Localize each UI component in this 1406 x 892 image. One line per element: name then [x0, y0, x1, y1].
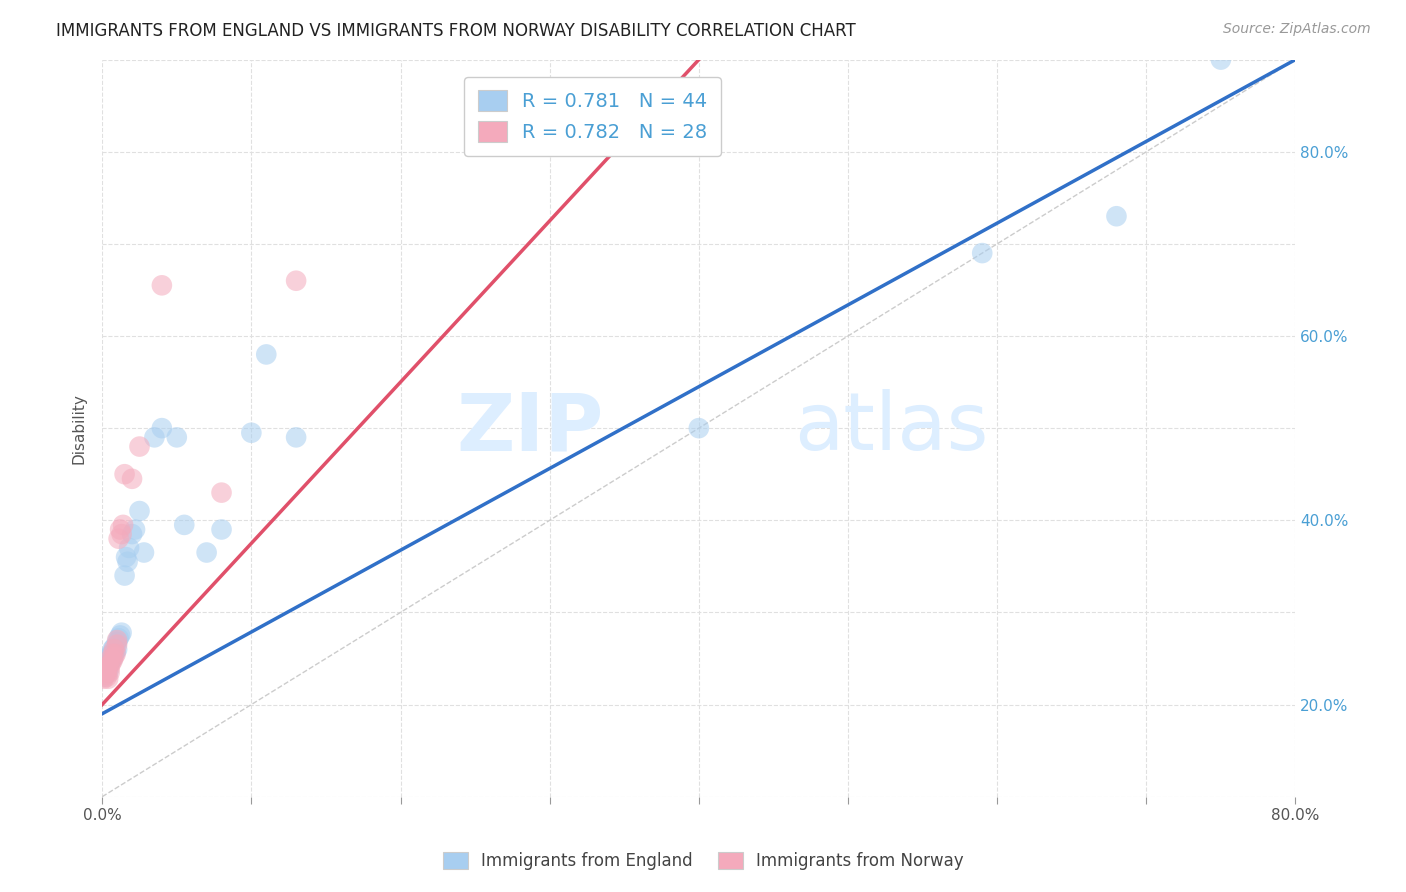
Legend: Immigrants from England, Immigrants from Norway: Immigrants from England, Immigrants from…: [436, 845, 970, 877]
Point: [114, 467, 136, 482]
Point: [118, 541, 141, 555]
Legend: R = 0.781   N = 44, R = 0.782   N = 28: R = 0.781 N = 44, R = 0.782 N = 28: [464, 77, 721, 156]
Point: [97, 658, 120, 673]
Point: [98, 656, 121, 670]
Point: [94, 668, 117, 682]
Point: [96, 663, 118, 677]
Point: [98, 661, 121, 675]
Point: [112, 517, 135, 532]
Point: [100, 647, 122, 661]
Point: [211, 485, 233, 500]
Point: [104, 644, 127, 658]
Point: [103, 642, 125, 657]
Point: [105, 635, 128, 649]
Point: [117, 555, 139, 569]
Point: [100, 656, 122, 670]
Text: Source: ZipAtlas.com: Source: ZipAtlas.com: [1223, 22, 1371, 37]
Point: [94, 663, 117, 677]
Point: [103, 647, 125, 661]
Point: [96, 658, 118, 673]
Point: [97, 661, 120, 675]
Point: [96, 665, 118, 680]
Point: [150, 421, 173, 435]
Point: [166, 430, 188, 444]
Point: [128, 504, 150, 518]
Point: [101, 653, 124, 667]
Point: [98, 649, 121, 664]
Point: [105, 633, 128, 648]
Point: [107, 631, 129, 645]
Point: [93, 672, 115, 686]
Point: [107, 532, 129, 546]
Point: [254, 347, 277, 361]
Point: [132, 545, 155, 559]
Point: [688, 421, 710, 435]
Text: atlas: atlas: [794, 389, 988, 467]
Point: [1105, 209, 1128, 223]
Point: [108, 628, 131, 642]
Point: [105, 638, 128, 652]
Point: [101, 651, 124, 665]
Point: [110, 527, 132, 541]
Text: ZIP: ZIP: [456, 389, 603, 467]
Point: [97, 651, 120, 665]
Point: [94, 661, 117, 675]
Point: [150, 278, 173, 293]
Point: [195, 545, 218, 559]
Point: [128, 440, 150, 454]
Point: [93, 670, 115, 684]
Point: [1209, 53, 1232, 67]
Point: [103, 649, 125, 664]
Point: [972, 246, 994, 260]
Point: [110, 625, 132, 640]
Point: [173, 517, 195, 532]
Point: [96, 653, 118, 667]
Point: [124, 523, 146, 537]
Point: [94, 656, 117, 670]
Point: [101, 647, 124, 661]
Point: [97, 672, 120, 686]
Point: [100, 651, 122, 665]
Point: [143, 430, 166, 444]
Point: [103, 640, 125, 655]
Point: [104, 647, 127, 661]
Text: IMMIGRANTS FROM ENGLAND VS IMMIGRANTS FROM NORWAY DISABILITY CORRELATION CHART: IMMIGRANTS FROM ENGLAND VS IMMIGRANTS FR…: [56, 22, 856, 40]
Point: [101, 642, 124, 657]
Point: [114, 568, 136, 582]
Point: [240, 425, 263, 440]
Point: [115, 550, 138, 565]
Point: [100, 653, 122, 667]
Point: [98, 665, 121, 680]
Point: [285, 430, 308, 444]
Point: [108, 523, 131, 537]
Point: [285, 274, 308, 288]
Point: [105, 642, 128, 657]
Point: [97, 665, 120, 680]
Point: [121, 527, 143, 541]
Point: [96, 670, 118, 684]
Y-axis label: Disability: Disability: [72, 392, 86, 464]
Point: [121, 472, 143, 486]
Point: [211, 523, 233, 537]
